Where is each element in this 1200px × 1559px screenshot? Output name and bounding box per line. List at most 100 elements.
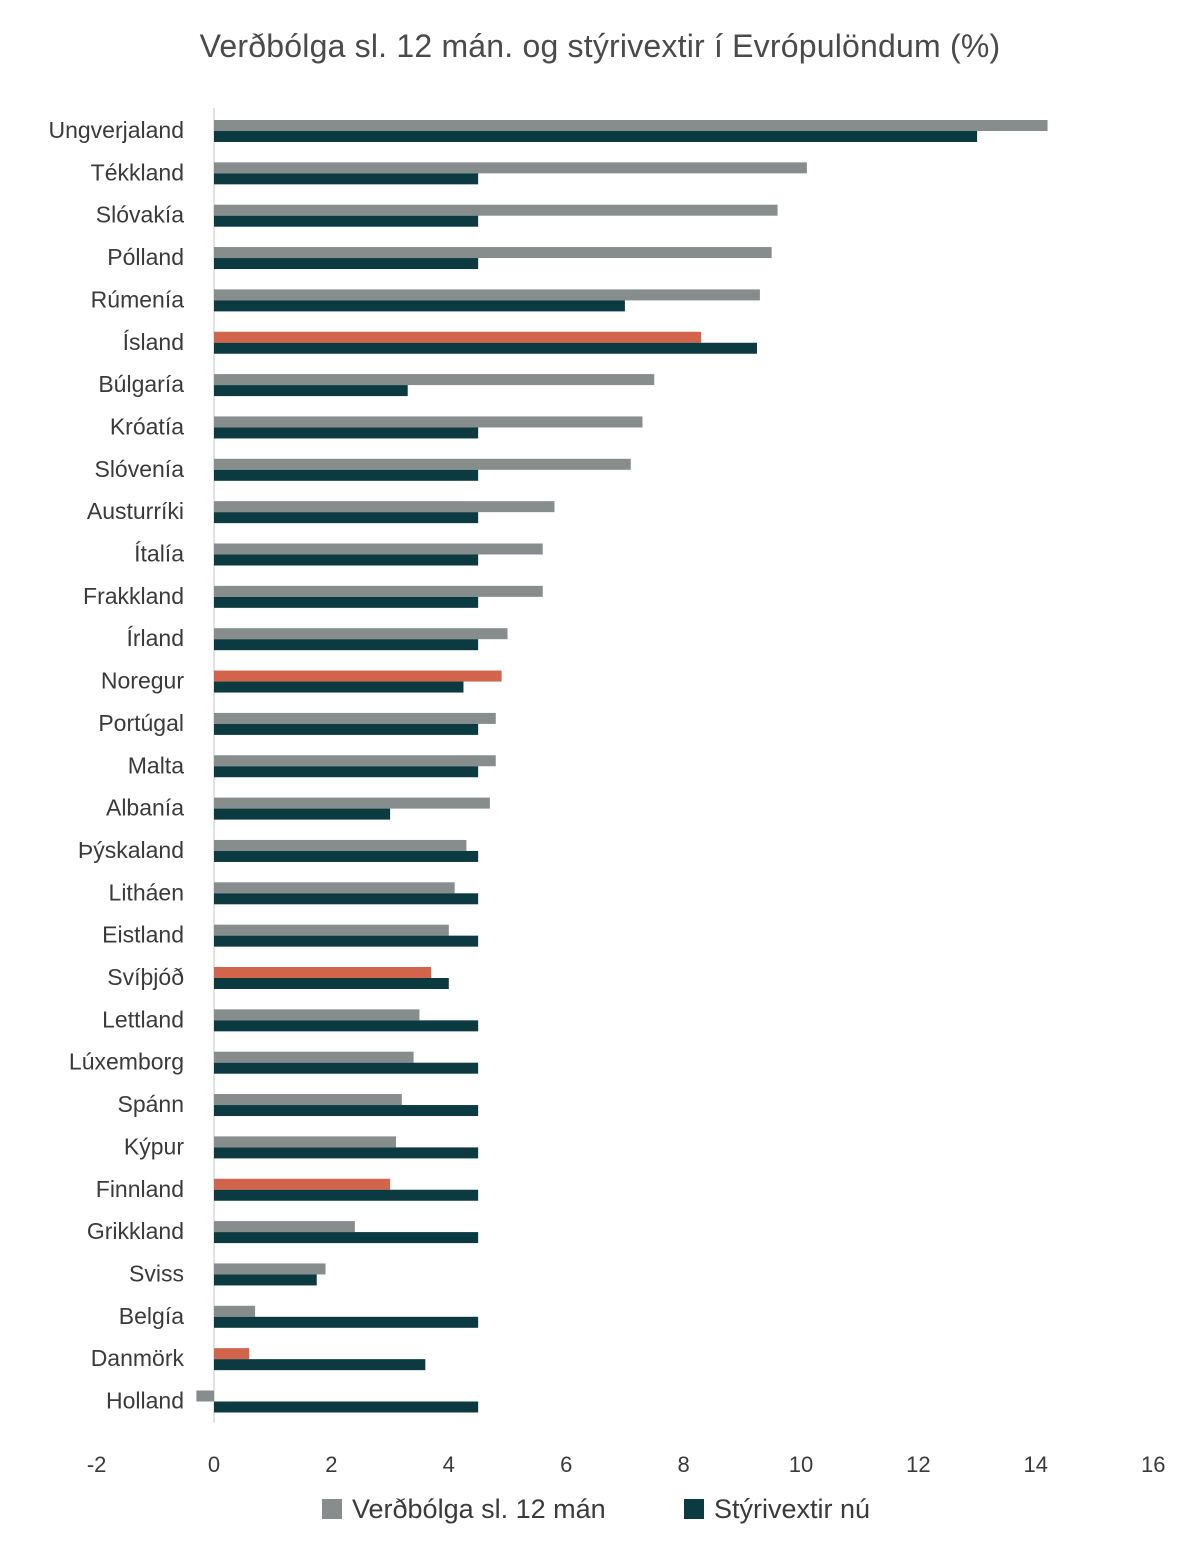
inflation-bar <box>214 120 1048 131</box>
category-group: Noregur <box>101 668 502 694</box>
policy-rate-bar <box>214 1274 317 1286</box>
inflation-bar <box>214 374 655 386</box>
policy-rate-bar <box>214 681 464 693</box>
policy-rate-bar <box>214 808 391 820</box>
x-tick-label: 8 <box>677 1452 689 1477</box>
policy-rate-bar <box>214 512 479 524</box>
policy-rate-bar <box>214 723 479 735</box>
x-tick-label: 6 <box>560 1452 572 1477</box>
category-group: Slóvakía <box>96 202 778 228</box>
inflation-bar <box>214 1263 326 1275</box>
policy-rate-bar <box>214 1401 479 1413</box>
policy-rate-bar <box>214 1147 479 1159</box>
chart-title: Verðbólga sl. 12 mán. og stýrivextir í E… <box>199 28 1001 64</box>
inflation-bar <box>214 1178 391 1190</box>
category-label: Þýskaland <box>78 837 184 863</box>
category-group: Belgía <box>119 1303 479 1329</box>
category-group: Pólland <box>107 244 772 270</box>
legend-swatch-policy-rate <box>684 1499 704 1519</box>
x-tick-label: 4 <box>443 1452 455 1477</box>
policy-rate-bar <box>214 1232 479 1244</box>
category-group: Frakkland <box>83 583 543 609</box>
inflation-bar <box>214 501 555 513</box>
category-label: Ungverjaland <box>48 117 184 143</box>
category-label: Holland <box>106 1388 184 1414</box>
inflation-bar <box>214 416 643 428</box>
inflation-bar <box>214 289 760 301</box>
policy-rate-bar <box>214 385 408 397</box>
category-label: Slóvakía <box>96 202 184 228</box>
inflation-bar <box>214 967 432 978</box>
category-group: Lettland <box>102 1006 479 1032</box>
category-label: Frakkland <box>83 583 184 609</box>
inflation-bar <box>214 1051 414 1063</box>
category-group: Eistland <box>102 922 479 948</box>
policy-rate-bar <box>214 1062 479 1074</box>
inflation-bar <box>214 882 455 894</box>
inflation-bar <box>214 543 543 555</box>
inflation-bar <box>196 1390 214 1402</box>
policy-rate-bar <box>214 893 479 905</box>
policy-rate-bar <box>214 427 479 439</box>
inflation-bar <box>214 331 702 343</box>
inflation-bar <box>214 712 496 724</box>
inflation-bar <box>214 1348 250 1360</box>
category-group: Holland <box>106 1388 479 1414</box>
x-tick-label: 0 <box>208 1452 220 1477</box>
category-label: Króatía <box>110 413 184 439</box>
policy-rate-bar <box>214 469 479 481</box>
category-label: Eistland <box>102 922 184 948</box>
category-label: Malta <box>128 752 184 778</box>
category-group: Albanía <box>106 795 490 821</box>
inflation-bar <box>214 670 502 682</box>
category-label: Tékkland <box>91 159 184 185</box>
x-tick-label: 10 <box>789 1452 813 1477</box>
x-tick-label: 14 <box>1024 1452 1048 1477</box>
category-label: Austurríki <box>87 498 184 524</box>
inflation-bar <box>214 1094 402 1106</box>
category-label: Búlgaría <box>98 371 184 397</box>
category-group: Litháen <box>109 879 479 905</box>
legend: Verðbólga sl. 12 mán Stýrivextir nú <box>322 1494 870 1524</box>
category-label: Finnland <box>96 1176 184 1202</box>
x-tick-label: -2 <box>87 1452 107 1477</box>
inflation-bar <box>214 585 543 597</box>
policy-rate-bar <box>214 850 479 862</box>
category-group: Kýpur <box>124 1133 479 1159</box>
policy-rate-bar <box>214 1020 479 1032</box>
category-group: Ítalía <box>134 541 543 567</box>
category-group: Svíþjóð <box>107 964 449 990</box>
policy-rate-bar <box>214 978 449 989</box>
category-group: Þýskaland <box>78 837 479 863</box>
legend-label-policy-rate: Stýrivextir nú <box>714 1494 870 1524</box>
inflation-bar <box>214 1136 396 1148</box>
category-label: Spánn <box>117 1091 184 1117</box>
category-label: Sviss <box>129 1260 184 1286</box>
policy-rate-bar <box>214 596 479 608</box>
inflation-bar <box>214 797 490 809</box>
category-group: Danmörk <box>91 1345 426 1371</box>
category-group: Ísland <box>123 329 757 355</box>
category-label: Írland <box>126 625 184 651</box>
category-group: Spánn <box>117 1091 479 1117</box>
policy-rate-bar <box>214 1105 479 1117</box>
category-group: Lúxemborg <box>69 1049 479 1075</box>
category-label: Lúxemborg <box>69 1049 184 1075</box>
category-label: Grikkland <box>87 1218 184 1244</box>
category-label: Litháen <box>109 879 184 905</box>
category-label: Belgía <box>119 1303 184 1329</box>
inflation-bar <box>214 247 772 259</box>
category-label: Lettland <box>102 1006 184 1032</box>
category-group: Króatía <box>110 413 643 439</box>
policy-rate-bar <box>214 935 479 947</box>
category-label: Danmörk <box>91 1345 185 1371</box>
policy-rate-bar <box>214 1359 426 1371</box>
policy-rate-bar <box>214 639 479 651</box>
category-label: Kýpur <box>124 1133 184 1159</box>
legend-swatch-inflation <box>322 1499 342 1519</box>
category-label: Svíþjóð <box>107 964 184 990</box>
category-group: Sviss <box>129 1260 326 1286</box>
category-group: Búlgaría <box>98 371 655 397</box>
inflation-bar <box>214 628 508 640</box>
